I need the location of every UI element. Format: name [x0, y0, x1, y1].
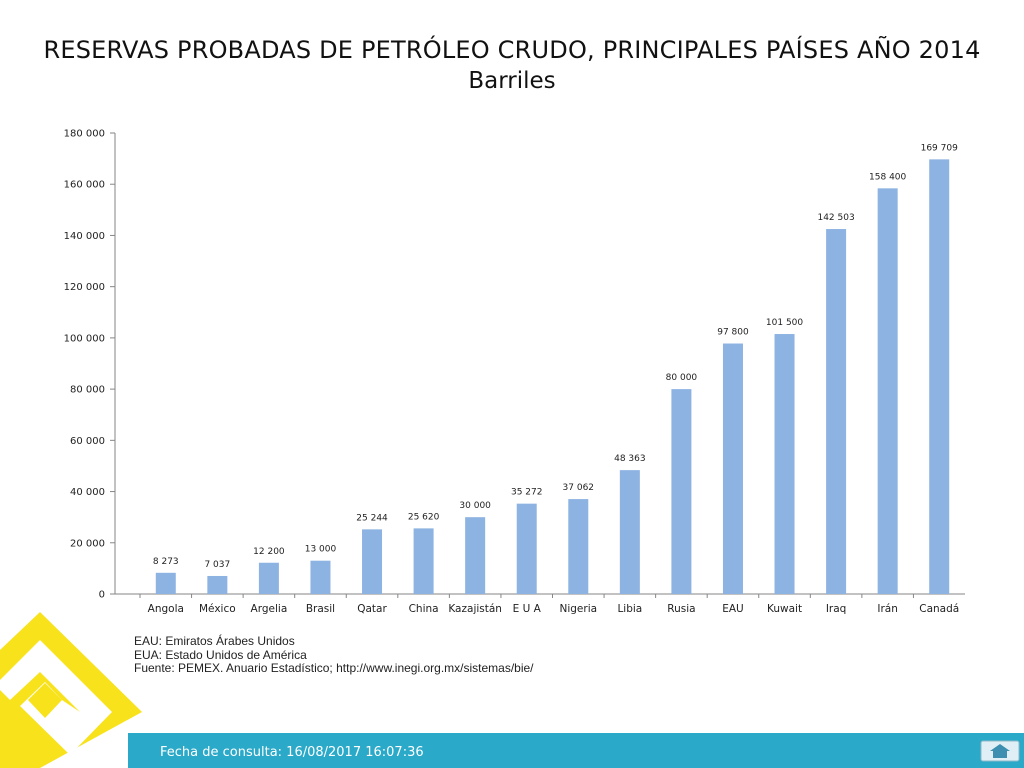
y-tick-label: 160 000 — [64, 180, 105, 191]
x-category-label: Libia — [617, 603, 642, 615]
x-category-label: E U A — [513, 603, 542, 615]
chart-notes: EAU: Emiratos Árabes Unidos EUA: Estado … — [134, 634, 734, 676]
footer-bar — [128, 733, 1024, 768]
footer-date: Fecha de consulta: 16/08/2017 16:07:36 — [160, 745, 424, 760]
bar — [929, 159, 950, 595]
bar-value-label: 12 200 — [253, 547, 285, 557]
bar-value-label: 101 500 — [766, 318, 803, 328]
x-category-label: Kazajistán — [448, 603, 502, 615]
bar-value-label: 97 800 — [717, 328, 749, 338]
y-tick-label: 180 000 — [64, 129, 105, 140]
bar — [826, 229, 847, 594]
bar — [774, 334, 795, 594]
home-icon — [980, 740, 1020, 762]
note-eau: EAU: Emiratos Árabes Unidos — [134, 634, 295, 648]
bar-value-label: 7 037 — [204, 560, 230, 570]
bar — [619, 470, 640, 594]
note-eua: EUA: Estado Unidos de América — [134, 647, 307, 662]
bar-value-label: 158 400 — [869, 172, 906, 182]
y-tick-label: 0 — [99, 590, 105, 601]
x-category-label: Nigeria — [559, 603, 597, 615]
bar — [413, 528, 434, 594]
bar — [155, 572, 176, 594]
bar-value-label: 30 000 — [459, 501, 491, 511]
x-category-label: Canadá — [919, 603, 959, 615]
bar — [258, 562, 279, 594]
y-tick-label: 120 000 — [64, 282, 105, 293]
bar-value-label: 25 620 — [408, 512, 440, 522]
bar-value-label: 48 363 — [614, 454, 646, 464]
x-category-label: EAU — [722, 603, 744, 615]
chart-title: RESERVAS PROBADAS DE PETRÓLEO CRUDO, PRI… — [43, 36, 981, 64]
x-category-label: Angola — [148, 603, 184, 615]
x-category-label: Kuwait — [767, 603, 802, 615]
bar — [310, 560, 331, 594]
y-tick-label: 60 000 — [70, 436, 105, 447]
x-category-label: Argelia — [251, 603, 288, 615]
x-category-label: China — [409, 603, 439, 615]
note-source: Fuente: PEMEX. Anuario Estadístico; http… — [134, 661, 534, 675]
x-category-label: México — [199, 603, 236, 615]
y-tick-label: 20 000 — [70, 538, 105, 549]
bar-chart: 0 20 000 40 000 60 000 80 000 100 000 120 000 1… — [64, 129, 965, 615]
bar — [465, 517, 486, 594]
home-button[interactable] — [980, 740, 1020, 762]
x-category-label: Irán — [877, 603, 898, 615]
bar — [362, 529, 383, 594]
logo-center-shape — [28, 683, 62, 718]
bar — [877, 188, 898, 594]
chart-subtitle: Barriles — [468, 68, 556, 94]
y-tick-label: 80 000 — [70, 385, 105, 396]
bar — [568, 499, 589, 594]
x-category-label: Brasil — [306, 603, 335, 615]
y-tick-label: 40 000 — [70, 487, 105, 498]
bar-value-label: 13 000 — [305, 545, 337, 555]
bar-value-label: 35 272 — [511, 488, 543, 498]
bar-value-label: 80 000 — [666, 373, 698, 383]
y-tick-label: 140 000 — [64, 231, 105, 242]
bar-value-label: 25 244 — [356, 513, 388, 523]
bar-value-label: 8 273 — [153, 557, 179, 567]
y-tick-label: 100 000 — [64, 333, 105, 344]
bar-value-label: 142 503 — [817, 213, 854, 223]
x-category-label: Iraq — [826, 603, 847, 615]
chart-title-block: RESERVAS PROBADAS DE PETRÓLEO CRUDO, PRI… — [0, 36, 1024, 94]
bar-value-label: 37 062 — [563, 483, 595, 493]
x-category-label: Rusia — [667, 603, 695, 615]
x-category-label: Qatar — [357, 603, 387, 615]
bar-value-label: 169 709 — [921, 143, 958, 153]
bar — [207, 575, 228, 594]
bar — [722, 343, 743, 594]
bar — [516, 503, 537, 594]
bar — [671, 389, 692, 594]
